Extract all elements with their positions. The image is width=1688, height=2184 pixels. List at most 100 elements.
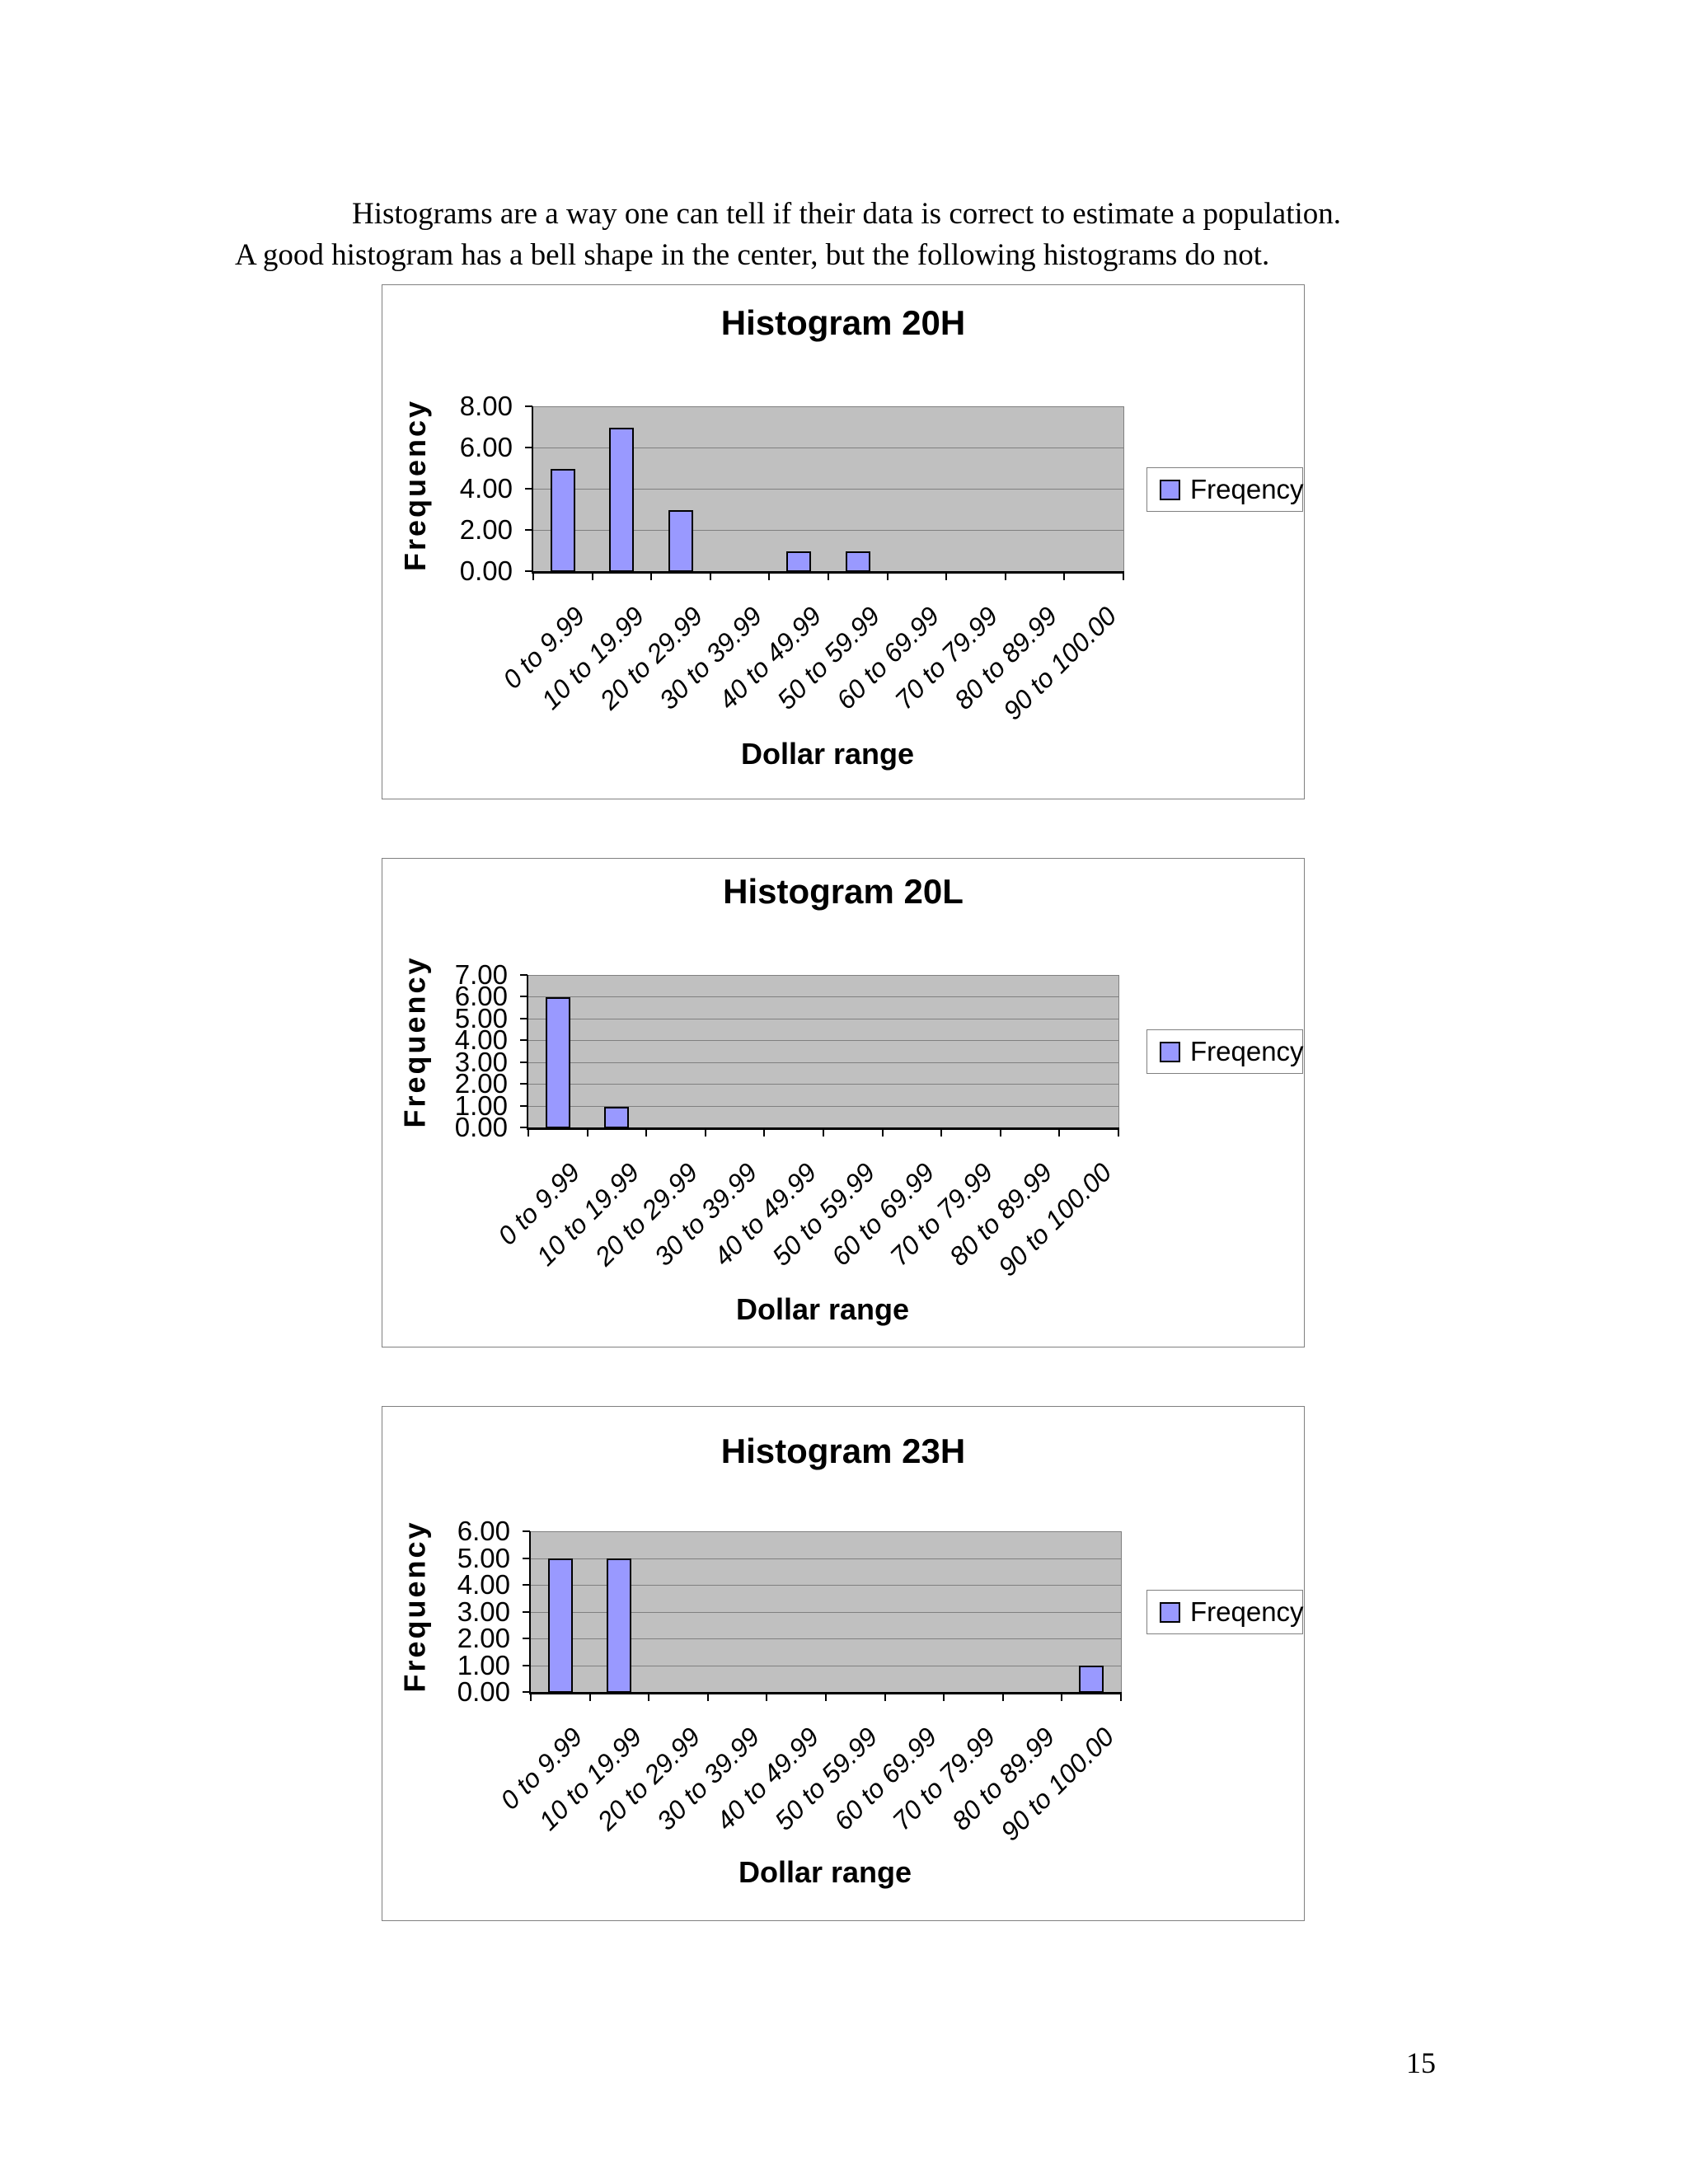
y-tick-mark [520,974,528,976]
y-tick-label: 6.00 [459,432,513,462]
y-tick-mark [520,1104,528,1107]
x-axis-title: Dollar range [738,1855,912,1889]
y-axis-line [529,1531,531,1694]
x-tick-mark [823,1129,824,1137]
y-tick-mark [525,570,532,572]
x-tick-mark [887,573,889,580]
y-tick-label: 8.00 [459,391,513,421]
y-tick-label: 0.00 [457,1676,510,1707]
y-tick-mark [525,488,532,490]
gridline [531,1638,1121,1639]
legend-swatch-icon [1160,479,1180,500]
y-tick-label: 7.00 [454,959,508,990]
y-tick-label: 0.00 [459,555,513,586]
chart-histogram-23h: Histogram 23H Frequency Dollar range Fre… [382,1406,1305,1921]
chart-histogram-20l: Histogram 20L Frequency Dollar range Fre… [382,858,1305,1347]
plot-area [532,406,1124,573]
gridline [531,1585,1121,1586]
intro-line-2: A good histogram has a bell shape in the… [235,238,1270,272]
x-tick-mark [1123,573,1124,580]
bar [786,551,811,572]
gridline [531,1531,1121,1532]
y-tick-mark [525,529,532,531]
legend: Freqency [1146,1590,1304,1634]
y-tick-label: 3.00 [457,1596,510,1627]
y-tick-mark [520,1127,528,1128]
x-tick-mark [1120,1694,1122,1701]
x-tick-mark [828,573,829,580]
intro-line-1: Histograms are a way one can tell if the… [352,197,1342,231]
x-tick-mark [705,1129,706,1137]
y-tick-mark [523,1638,530,1639]
page-number: 15 [1406,2046,1436,2079]
x-tick-mark [650,573,652,580]
x-tick-mark [1063,573,1065,580]
gridline [528,1105,1118,1107]
legend-swatch-icon [1160,1601,1180,1623]
x-tick-mark [1058,1129,1060,1137]
y-tick-label: 4.00 [454,1024,508,1056]
y-tick-label: 4.00 [457,1569,510,1600]
legend: Freqency [1146,1029,1304,1074]
gridline [528,1040,1118,1042]
x-tick-mark [768,573,770,580]
x-axis-title: Dollar range [735,1292,910,1326]
gridline [533,489,1123,490]
y-tick-label: 2.00 [457,1623,510,1653]
x-tick-mark [707,1694,709,1701]
chart-histogram-20h: Histogram 20H Frequency Dollar range Fre… [382,284,1305,799]
y-tick-mark [520,1083,528,1085]
x-axis-title: Dollar range [740,737,915,771]
x-tick-mark [530,1694,532,1701]
gridline [528,1062,1118,1063]
chart-title: Histogram 20L [723,872,964,911]
x-tick-mark [945,573,947,580]
y-axis-line [527,975,528,1129]
legend-swatch-icon [1160,1041,1180,1062]
x-tick-mark [882,1129,884,1137]
gridline [528,1084,1118,1085]
legend-label: Freqency [1190,1036,1304,1066]
y-tick-label: 4.00 [459,473,513,504]
x-tick-mark [589,1694,591,1701]
y-tick-label: 2.00 [459,514,513,545]
x-axis-line [529,1692,1122,1694]
gridline [533,530,1123,531]
plot-area [528,975,1119,1129]
x-tick-mark [645,1129,647,1137]
y-tick-mark [520,996,528,998]
x-tick-mark [1000,1129,1001,1137]
y-tick-mark [520,1017,528,1019]
x-tick-mark [1002,1694,1004,1701]
x-tick-mark [825,1694,827,1701]
x-tick-mark [943,1694,945,1701]
x-tick-mark [766,1694,767,1701]
x-tick-mark [1061,1694,1062,1701]
y-tick-mark [523,1557,530,1559]
x-tick-mark [710,573,711,580]
y-tick-label: 3.00 [454,1046,508,1077]
x-tick-mark [763,1129,765,1137]
y-axis-line [532,406,533,573]
bar [546,997,570,1128]
y-tick-label: 0.00 [454,1112,508,1142]
y-tick-mark [523,1691,530,1693]
gridline [531,1558,1121,1559]
y-tick-mark [523,1530,530,1532]
x-tick-mark [1118,1129,1119,1137]
x-tick-mark [940,1129,942,1137]
bar [609,428,634,572]
legend-label: Freqency [1190,1596,1304,1627]
y-tick-label: 6.00 [457,1516,510,1546]
gridline [533,406,1123,407]
x-tick-mark [648,1694,649,1701]
gridline [531,1611,1121,1613]
x-tick-mark [587,1129,588,1137]
x-tick-mark [592,573,593,580]
x-axis-line [532,571,1124,574]
x-tick-mark [528,1129,529,1137]
bar [1079,1666,1104,1693]
y-tick-mark [523,1584,530,1586]
y-tick-mark [523,1664,530,1666]
y-tick-mark [525,447,532,448]
